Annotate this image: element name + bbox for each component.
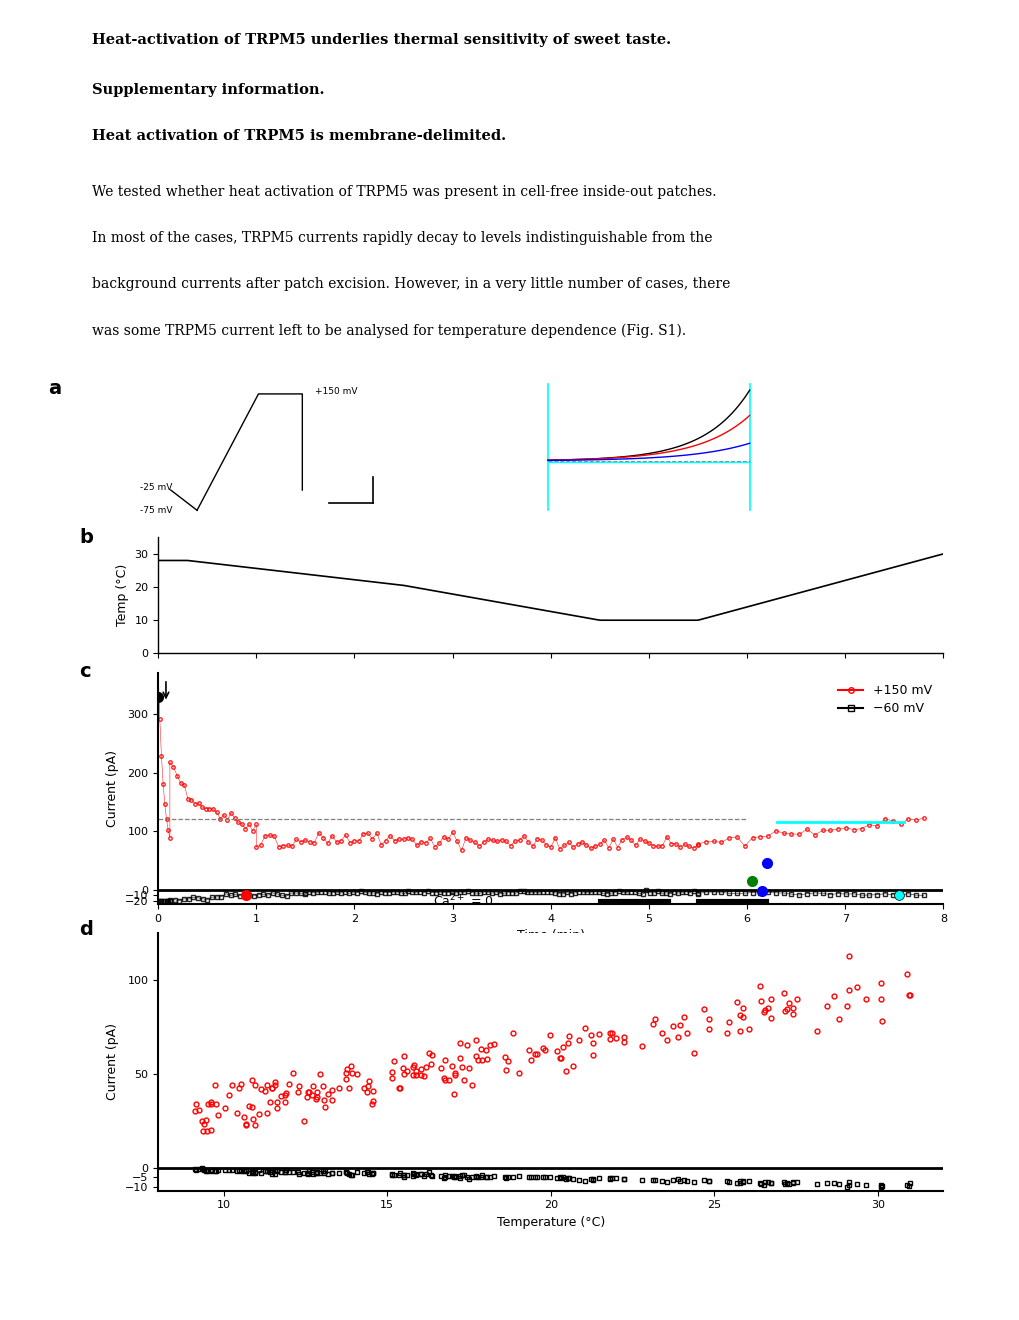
Text: Heat activation of TRPM5 is membrane-delimited.: Heat activation of TRPM5 is membrane-del… [92,129,505,144]
Text: c: c [79,661,91,681]
X-axis label: Temperature (°C): Temperature (°C) [496,1216,604,1229]
Y-axis label: Current (pA): Current (pA) [106,1023,119,1101]
Text: Supplementary information.: Supplementary information. [92,83,324,98]
Text: -75 mV: -75 mV [140,506,172,515]
Legend: +150 mV, −60 mV: +150 mV, −60 mV [833,680,936,721]
X-axis label: Time (min): Time (min) [517,929,584,942]
Text: a: a [48,379,61,397]
Text: Ca$^{2+}$ = 0: Ca$^{2+}$ = 0 [432,892,493,909]
Text: Heat-activation of TRPM5 underlies thermal sensitivity of sweet taste.: Heat-activation of TRPM5 underlies therm… [92,33,671,48]
Text: d: d [79,920,94,940]
Text: We tested whether heat activation of TRPM5 was present in cell-free inside-out p: We tested whether heat activation of TRP… [92,185,715,199]
Text: background currents after patch excision. However, in a very little number of ca: background currents after patch excision… [92,277,730,292]
Text: b: b [79,528,94,546]
Text: -25 mV: -25 mV [140,483,172,492]
Y-axis label: Temp (°C): Temp (°C) [115,564,128,627]
Text: +150 mV: +150 mV [315,387,358,396]
Text: was some TRPM5 current left to be analysed for temperature dependence (Fig. S1).: was some TRPM5 current left to be analys… [92,323,685,338]
Text: In most of the cases, TRPM5 currents rapidly decay to levels indistinguishable f: In most of the cases, TRPM5 currents rap… [92,231,711,246]
Y-axis label: Current (pA): Current (pA) [106,750,119,828]
